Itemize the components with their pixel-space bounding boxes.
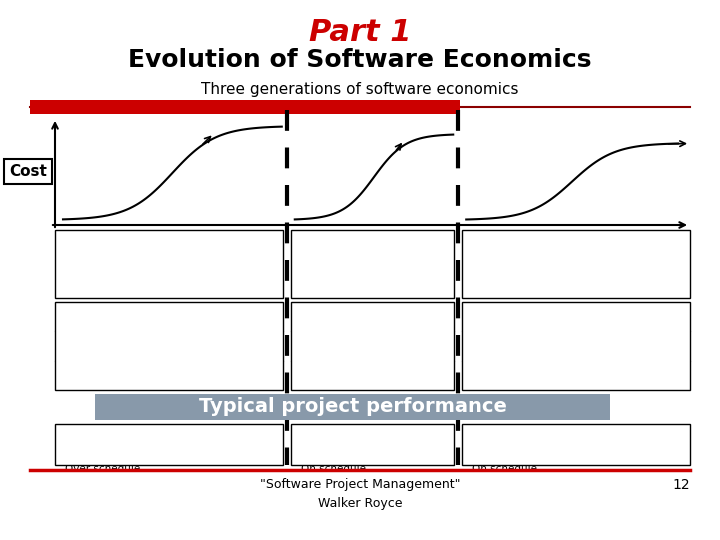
Bar — [95, 394, 610, 420]
Text: Predictably bad: Predictably bad — [61, 427, 159, 437]
Text: Size:: Size: — [155, 333, 183, 343]
Text: -On budget: -On budget — [297, 452, 356, 462]
Text: -Over schedule: -Over schedule — [61, 464, 140, 474]
Text: 1980s-1990s: 1980s-1990s — [333, 233, 413, 243]
Text: Cost: Cost — [9, 164, 47, 179]
Text: 100% custom: 100% custom — [138, 346, 200, 354]
Text: 2000 and on: 2000 and on — [538, 233, 615, 243]
Bar — [291, 302, 454, 390]
Text: Ad hoc: Ad hoc — [152, 375, 186, 384]
Text: Process:: Process: — [144, 363, 194, 373]
Bar — [462, 424, 690, 465]
Text: -On budget: -On budget — [468, 452, 527, 462]
Text: Size:: Size: — [562, 333, 590, 343]
Text: Encapsulation-based: Encapsulation-based — [318, 259, 427, 269]
Text: Off-the-shelf, separate: Off-the-shelf, separate — [318, 316, 428, 326]
Text: Waterfall model: Waterfall model — [127, 246, 210, 256]
Bar — [55, 424, 283, 465]
Text: Repeatable: Repeatable — [345, 375, 400, 384]
Text: Three generations of software economics: Three generations of software economics — [202, 82, 518, 97]
Text: Predictable: Predictable — [468, 427, 539, 437]
Bar — [55, 302, 283, 390]
Text: Part 1: Part 1 — [309, 18, 411, 47]
Text: Environments/tools:: Environments/tools: — [109, 304, 228, 314]
Bar — [462, 230, 690, 298]
Text: -On schedule: -On schedule — [468, 464, 537, 474]
Text: Usually:: Usually: — [468, 440, 509, 450]
Bar — [291, 230, 454, 298]
Text: Off-the-shelf, integrated: Off-the-shelf, integrated — [517, 316, 635, 326]
Text: -Over budget: -Over budget — [61, 452, 130, 462]
Text: Infrequently:: Infrequently: — [297, 440, 363, 450]
Bar — [462, 302, 690, 390]
Text: Process:: Process: — [552, 363, 601, 373]
Bar — [55, 230, 283, 298]
Text: 12: 12 — [672, 478, 690, 492]
Text: "Software Project Management"
Walker Royce: "Software Project Management" Walker Roy… — [260, 478, 460, 510]
Text: 30%component-based, 70% custom: 30%component-based, 70% custom — [291, 346, 454, 354]
Text: Evolution of Software Economics: Evolution of Software Economics — [128, 48, 592, 72]
Bar — [291, 424, 454, 465]
Text: Managed/measured: Managed/measured — [528, 375, 625, 384]
Text: Unpredictable: Unpredictable — [297, 427, 384, 437]
Text: Process improvement: Process improvement — [316, 246, 429, 256]
Text: Environments/tools:: Environments/tools: — [517, 304, 635, 314]
Text: 1960s-1970s: 1960s-1970s — [129, 233, 209, 243]
Text: 70%component-based, 30% custom: 70%component-based, 30% custom — [494, 346, 658, 354]
Bar — [30, 100, 460, 114]
Text: Iterative development: Iterative development — [518, 246, 634, 256]
Text: Return to investment: Return to investment — [521, 272, 631, 282]
Text: Custom: Custom — [150, 316, 188, 326]
Text: Software size: Software size — [315, 239, 431, 254]
Text: Size:: Size: — [359, 333, 387, 343]
Text: Diseconomy of scale: Diseconomy of scale — [318, 272, 426, 282]
Text: Typical project performance: Typical project performance — [199, 397, 506, 416]
Text: -On schedule: -On schedule — [297, 464, 366, 474]
Text: Always:: Always: — [61, 440, 102, 450]
Text: Diseconomy of scale: Diseconomy of scale — [115, 272, 222, 282]
Text: Component- based: Component- based — [526, 259, 626, 269]
Text: Process:: Process: — [348, 363, 397, 373]
Text: Environments/tools:: Environments/tools: — [313, 304, 431, 314]
Text: Functional design: Functional design — [123, 259, 215, 269]
